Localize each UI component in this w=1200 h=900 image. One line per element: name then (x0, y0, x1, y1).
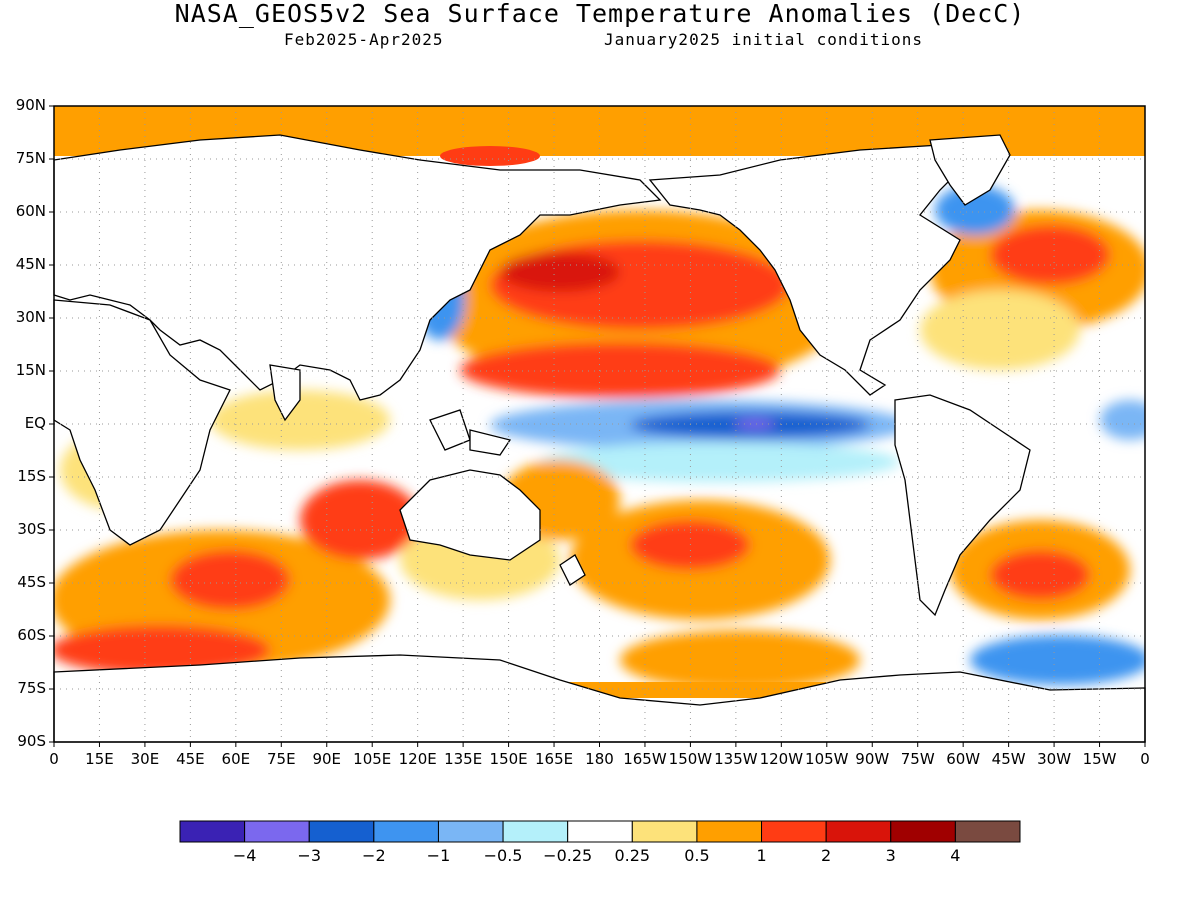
lat-label: 30S (17, 520, 46, 538)
colorbar-swatch (761, 820, 827, 843)
lon-label: 105W (805, 750, 849, 768)
graticule (54, 106, 1145, 742)
lon-label: 0 (1140, 750, 1150, 768)
colorbar-label: −2 (362, 846, 386, 865)
lat-label: 15N (15, 361, 46, 379)
colorbar-swatch (308, 820, 375, 843)
colorbar-label: −4 (232, 846, 257, 865)
lat-label: 45N (15, 255, 46, 273)
lon-label: 165W (623, 750, 667, 768)
lon-label: 45W (991, 750, 1026, 768)
lat-label: 90N (15, 96, 46, 114)
colorbar-label: 1 (756, 846, 767, 865)
lon-label: 60W (946, 750, 981, 768)
colorbar-swatch (567, 820, 633, 843)
colorbar-swatch (179, 820, 246, 843)
lon-label: 180 (585, 750, 614, 768)
lon-label: 15W (1082, 750, 1117, 768)
colorbar-swatch (890, 820, 956, 843)
lon-label: 75E (266, 750, 296, 768)
colorbar-swatch (631, 820, 698, 843)
lat-label: 90S (17, 732, 46, 750)
lat-label: 45S (17, 573, 46, 591)
colorbar-label: 0.25 (614, 846, 651, 865)
lon-label: 165E (534, 750, 574, 768)
colorbar-swatch (696, 820, 763, 843)
colorbar-label: 4 (950, 846, 961, 865)
lat-label: 75S (17, 679, 46, 697)
lon-label: 30W (1037, 750, 1072, 768)
colorbar-swatch (825, 820, 892, 843)
colorbar-label: 2 (821, 846, 832, 865)
colorbar-label: −0.5 (483, 846, 523, 865)
lat-label: 30N (15, 308, 46, 326)
lat-label: 15S (17, 467, 46, 485)
lat-label: 75N (15, 149, 46, 167)
colorbar (179, 820, 1021, 843)
lat-label: 60S (17, 626, 46, 644)
lon-label: 0 (49, 750, 59, 768)
colorbar-swatch (244, 820, 310, 843)
colorbar-swatch (502, 820, 569, 843)
initial-conditions: January2025 initial conditions (604, 30, 923, 49)
forecast-period: Feb2025-Apr2025 (284, 30, 444, 49)
lon-label: 105E (353, 750, 392, 768)
lon-label: 45E (176, 750, 205, 768)
colorbar-swatch (373, 820, 439, 843)
map-title: NASA_GEOS5v2 Sea Surface Temperature Ano… (174, 0, 1026, 28)
colorbar-swatch (437, 820, 504, 843)
colorbar-label: 0.5 (684, 846, 710, 865)
colorbar-label: −1 (426, 846, 451, 865)
lon-label: 120E (398, 750, 437, 768)
axis-ticks (49, 105, 1146, 747)
lon-label: 135E (444, 750, 483, 768)
lon-label: 15E (85, 750, 114, 768)
lat-label: EQ (24, 414, 46, 432)
lon-label: 150W (668, 750, 713, 768)
lat-label: 60N (15, 202, 46, 220)
lon-label: 120W (759, 750, 804, 768)
lon-label: 150E (489, 750, 528, 768)
lon-label: 90W (855, 750, 890, 768)
colorbar-label: 3 (885, 846, 896, 865)
lon-label: 30E (130, 750, 160, 768)
lon-label: 135W (714, 750, 758, 768)
colorbar-label: −3 (297, 846, 322, 865)
colorbar-swatch (954, 820, 1021, 843)
lon-label: 90E (312, 750, 342, 768)
lon-label: 60E (221, 750, 251, 768)
lon-label: 75W (900, 750, 935, 768)
colorbar-label: −0.25 (543, 846, 593, 865)
